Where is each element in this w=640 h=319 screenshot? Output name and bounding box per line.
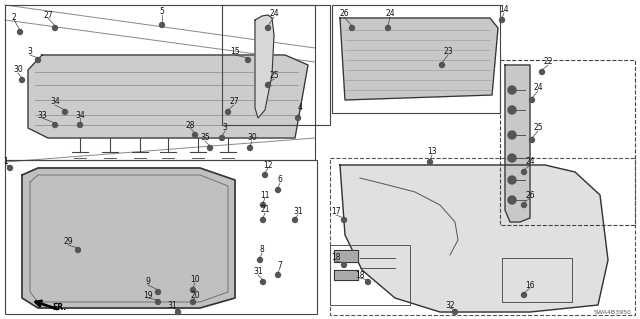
Circle shape [63,109,67,115]
Text: 12: 12 [263,160,273,169]
Polygon shape [28,55,308,138]
Text: 2: 2 [12,12,17,21]
Text: 31: 31 [253,268,263,277]
Circle shape [260,203,266,207]
Polygon shape [334,250,358,262]
Text: 9: 9 [145,278,150,286]
Polygon shape [255,15,274,118]
Text: 16: 16 [525,280,535,290]
Text: 24: 24 [385,10,395,19]
Circle shape [52,26,58,31]
Circle shape [260,218,266,222]
Text: 22: 22 [543,57,553,66]
Circle shape [292,218,298,222]
Text: 25: 25 [269,71,279,80]
Polygon shape [505,65,530,222]
Polygon shape [340,18,498,100]
Circle shape [275,188,280,192]
Polygon shape [22,168,235,308]
Text: 8: 8 [260,246,264,255]
Text: 32: 32 [445,300,455,309]
Circle shape [266,83,271,87]
Circle shape [428,160,433,165]
Text: 24: 24 [533,84,543,93]
Text: 35: 35 [200,133,210,143]
Circle shape [275,272,280,278]
Circle shape [257,257,262,263]
Circle shape [262,173,268,177]
Polygon shape [340,165,608,312]
Circle shape [508,106,516,114]
Text: 27: 27 [229,98,239,107]
Text: 25: 25 [533,123,543,132]
Circle shape [191,300,195,305]
Bar [222,5,330,125]
Text: 7: 7 [278,261,282,270]
Text: 13: 13 [427,147,437,157]
Text: 20: 20 [190,291,200,300]
Circle shape [342,218,346,222]
Circle shape [349,26,355,31]
Circle shape [77,122,83,128]
Text: 14: 14 [499,5,509,14]
Circle shape [529,137,534,143]
Text: 30: 30 [13,65,23,75]
Circle shape [156,300,161,305]
Text: 3: 3 [28,48,33,56]
Circle shape [452,309,458,315]
Circle shape [17,29,22,34]
Bar [5,160,317,314]
Circle shape [342,263,346,268]
Bar [330,245,410,305]
Text: 21: 21 [260,205,269,214]
Circle shape [159,23,164,27]
Circle shape [522,169,527,174]
Circle shape [19,78,24,83]
Bar [5,5,315,160]
Text: 5: 5 [159,8,164,17]
Text: 6: 6 [278,175,282,184]
Circle shape [35,57,40,63]
Text: 17: 17 [331,207,341,217]
Bar [330,158,635,315]
Text: 1: 1 [4,158,8,167]
Circle shape [52,122,58,128]
Circle shape [266,26,271,31]
Text: 34: 34 [50,98,60,107]
Circle shape [529,98,534,102]
Text: 27: 27 [43,11,53,19]
Circle shape [207,145,212,151]
Circle shape [156,290,161,294]
Circle shape [296,115,301,121]
Circle shape [260,279,266,285]
Text: 34: 34 [75,110,85,120]
Text: SWA4B3950: SWA4B3950 [594,310,632,315]
Text: 18: 18 [355,271,365,279]
Circle shape [191,287,195,293]
Bar [332,5,500,113]
Text: 24: 24 [269,10,279,19]
Circle shape [440,63,445,68]
Text: 28: 28 [185,121,195,130]
Circle shape [246,57,250,63]
Text: 15: 15 [230,48,240,56]
Text: 24: 24 [525,158,535,167]
Circle shape [540,70,545,75]
Text: 26: 26 [339,10,349,19]
Text: 29: 29 [63,238,73,247]
Circle shape [508,154,516,162]
Circle shape [508,86,516,94]
Text: 10: 10 [190,276,200,285]
Text: 30: 30 [247,133,257,143]
Polygon shape [334,270,358,280]
Bar [500,60,635,225]
Circle shape [248,145,253,151]
Text: FR.: FR. [52,303,66,313]
Circle shape [508,176,516,184]
Text: 18: 18 [332,254,340,263]
Circle shape [225,109,230,115]
Text: 11: 11 [260,190,269,199]
Text: 33: 33 [37,110,47,120]
Text: 19: 19 [143,291,153,300]
